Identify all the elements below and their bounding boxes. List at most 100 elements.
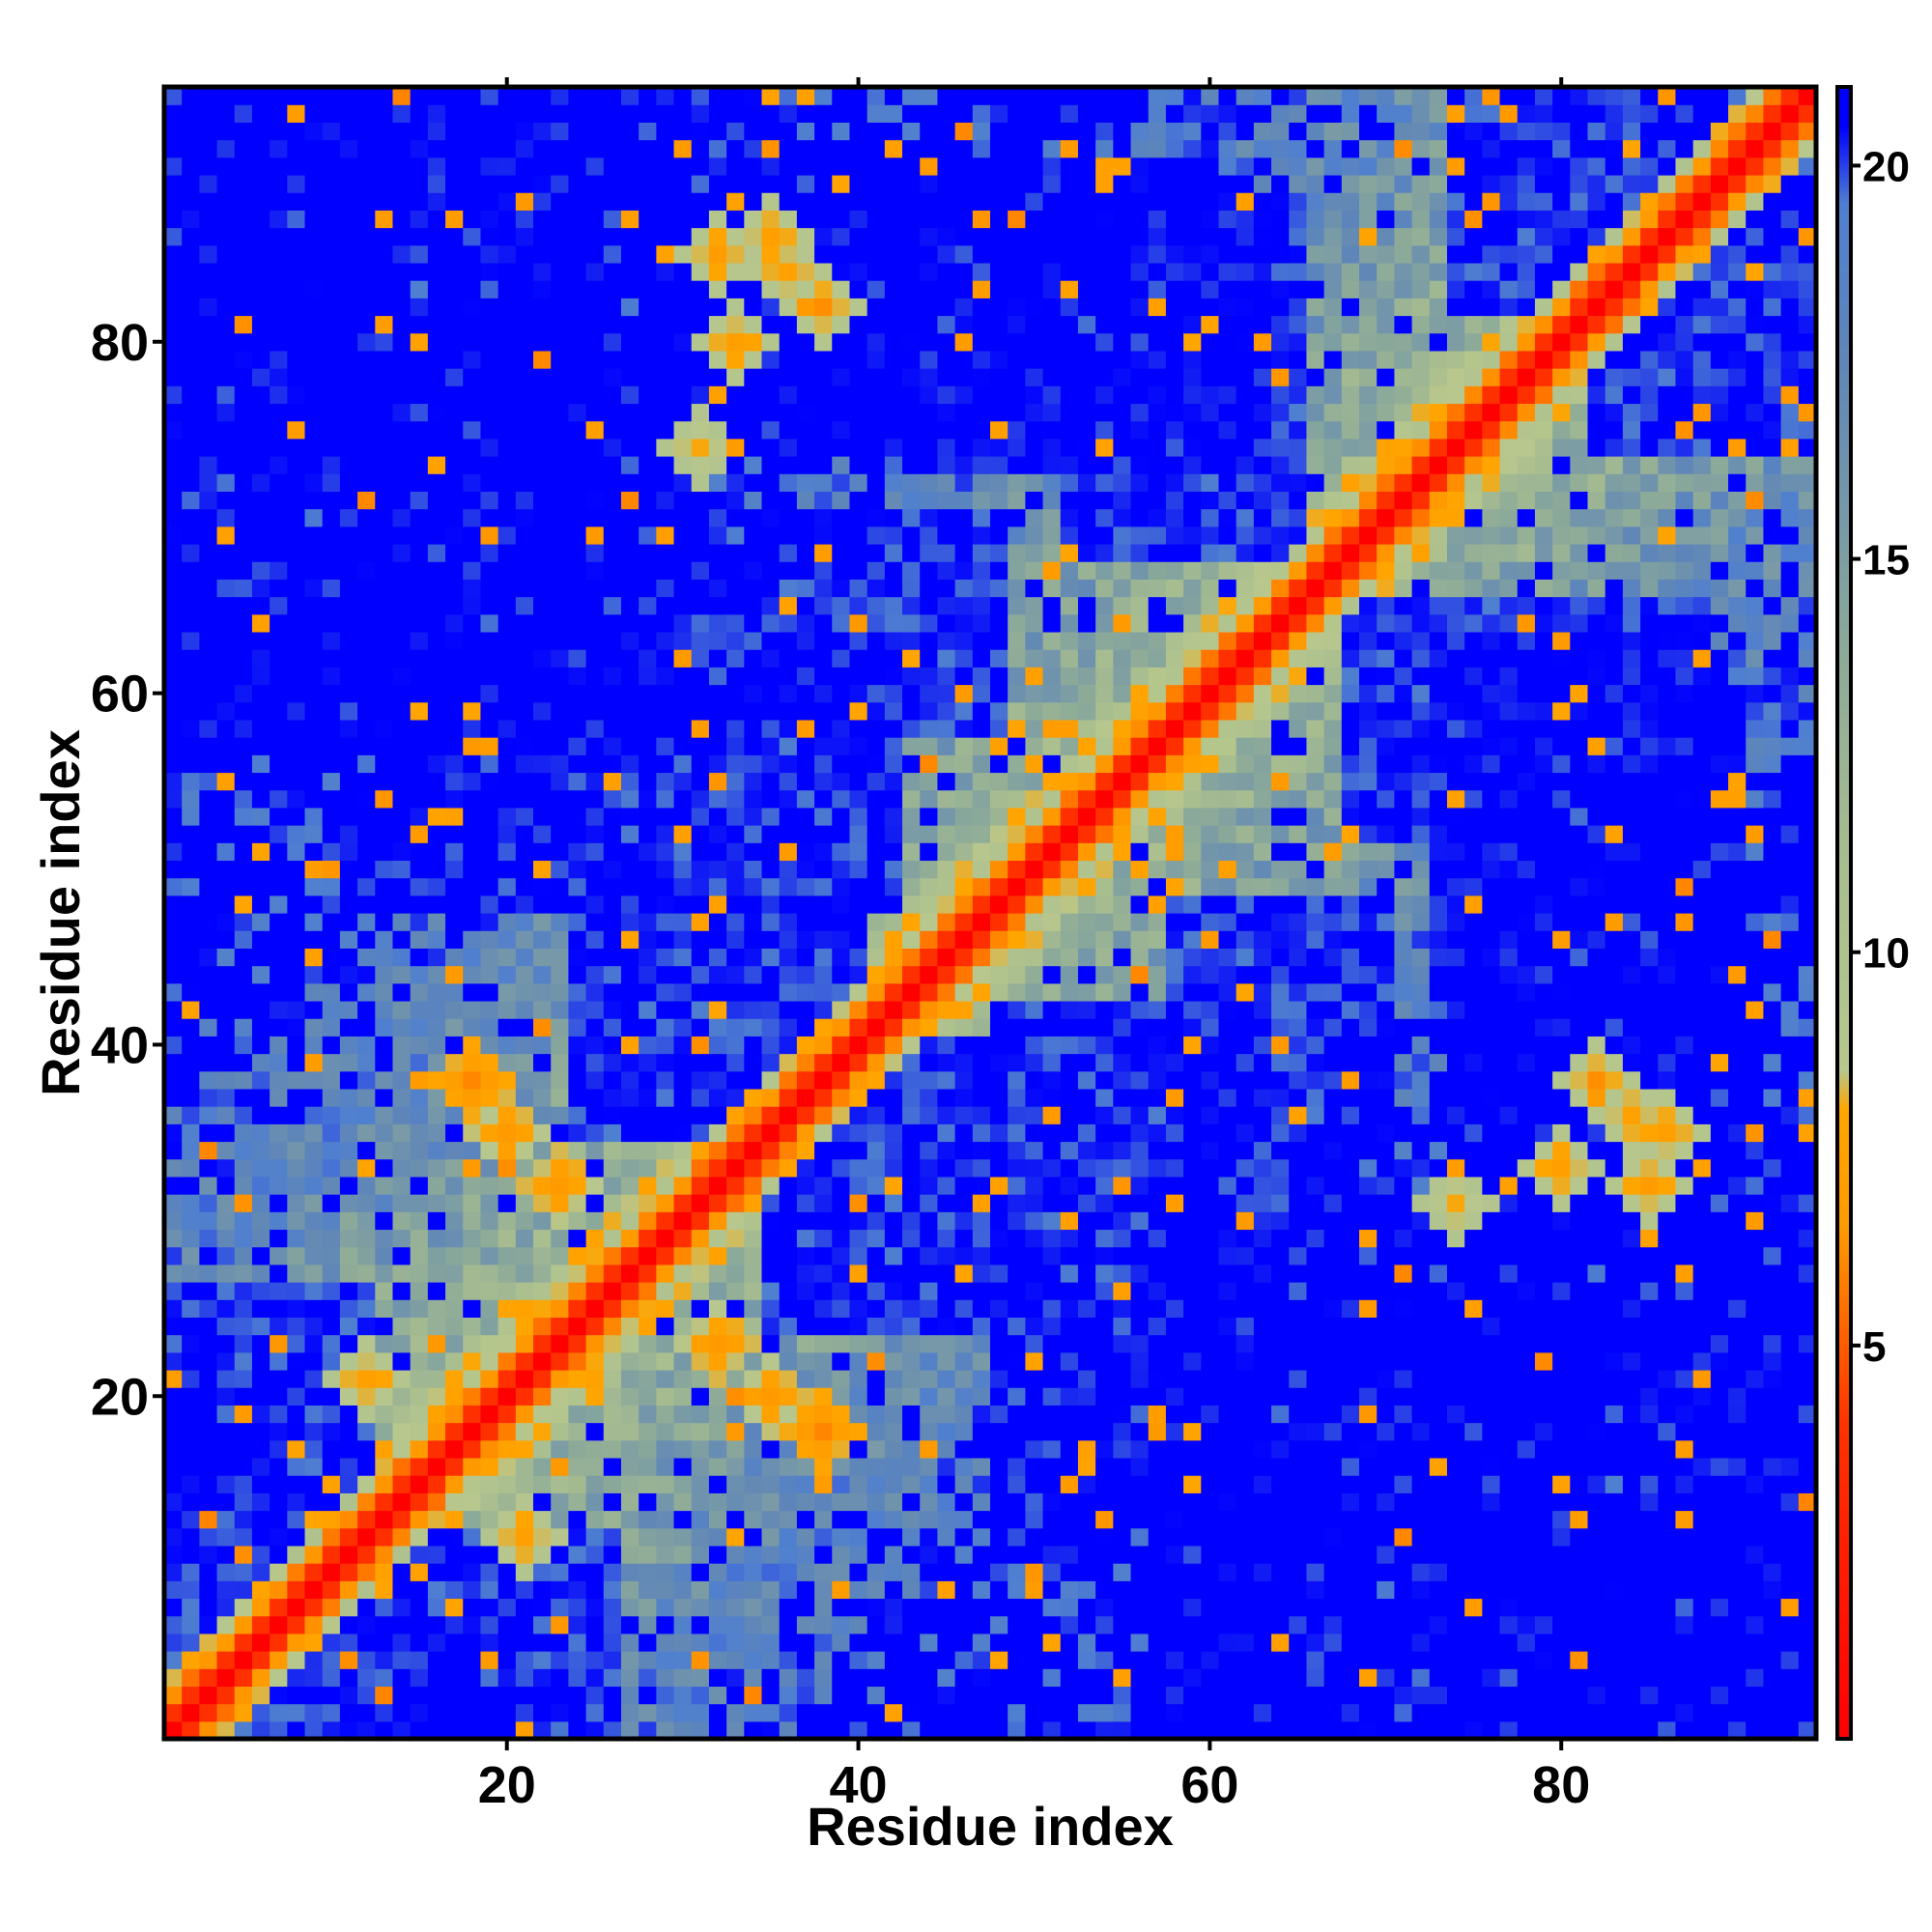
heatmap-cell bbox=[533, 1246, 552, 1265]
heatmap-cell bbox=[182, 684, 200, 703]
heatmap-cell bbox=[497, 1264, 517, 1283]
heatmap-cell bbox=[1025, 613, 1044, 633]
heatmap-cell bbox=[639, 982, 657, 1002]
heatmap-cell bbox=[620, 1264, 639, 1283]
heatmap-cell bbox=[656, 1176, 675, 1195]
heatmap-cell bbox=[427, 1475, 446, 1493]
heatmap-cell bbox=[463, 526, 482, 545]
heatmap-cell bbox=[251, 1580, 270, 1600]
heatmap-cell bbox=[1008, 1334, 1026, 1353]
heatmap-cell bbox=[304, 403, 324, 422]
heatmap-cell bbox=[463, 543, 482, 562]
heatmap-cell bbox=[691, 543, 710, 562]
heatmap-cell bbox=[357, 1387, 376, 1406]
heatmap-cell bbox=[445, 1106, 464, 1124]
heatmap-cell bbox=[761, 613, 781, 633]
heatmap-cell bbox=[761, 1703, 781, 1722]
heatmap-cell bbox=[691, 842, 710, 862]
heatmap-cell bbox=[497, 631, 517, 650]
heatmap-cell bbox=[920, 825, 939, 843]
heatmap-cell bbox=[1060, 1282, 1079, 1300]
heatmap-cell bbox=[551, 368, 569, 386]
heatmap-cell bbox=[1008, 1527, 1026, 1547]
heatmap-cell bbox=[744, 1229, 763, 1248]
heatmap-cell bbox=[814, 719, 833, 738]
heatmap-cell bbox=[972, 1633, 991, 1652]
heatmap-cell bbox=[656, 508, 675, 527]
heatmap-cell bbox=[1077, 244, 1096, 264]
heatmap-cell bbox=[445, 1123, 464, 1143]
heatmap-cell bbox=[216, 561, 236, 580]
heatmap-cell bbox=[375, 1405, 394, 1424]
heatmap-cell bbox=[920, 1369, 939, 1388]
heatmap-cell bbox=[234, 1598, 253, 1617]
heatmap-cell bbox=[497, 649, 517, 668]
heatmap-cell bbox=[357, 1194, 376, 1212]
heatmap-cell bbox=[480, 1282, 499, 1300]
heatmap-cell bbox=[1060, 1527, 1079, 1547]
heatmap-cell bbox=[216, 1580, 236, 1600]
heatmap-cell bbox=[867, 1211, 886, 1231]
heatmap-cell bbox=[164, 772, 183, 791]
heatmap-cell bbox=[1060, 1492, 1079, 1512]
heatmap-cell bbox=[304, 456, 324, 474]
heatmap-cell bbox=[304, 965, 324, 984]
heatmap-cell bbox=[164, 1527, 183, 1547]
heatmap-cell bbox=[392, 122, 412, 141]
heatmap-cell bbox=[814, 667, 833, 686]
heatmap-cell bbox=[972, 1106, 991, 1124]
heatmap-cell bbox=[1025, 1351, 1044, 1371]
heatmap-cell bbox=[392, 1405, 412, 1424]
heatmap-cell bbox=[410, 1211, 429, 1231]
heatmap-cell bbox=[620, 754, 639, 774]
heatmap-cell bbox=[427, 1563, 446, 1581]
heatmap-cell bbox=[270, 754, 288, 774]
heatmap-cell bbox=[1060, 1141, 1079, 1160]
heatmap-cell bbox=[691, 1439, 710, 1459]
heatmap-cell bbox=[287, 1299, 306, 1318]
heatmap-cell bbox=[849, 298, 868, 317]
heatmap-cell bbox=[726, 1545, 745, 1564]
heatmap-cell bbox=[867, 1510, 886, 1529]
heatmap-cell bbox=[463, 298, 482, 317]
heatmap-cell bbox=[1077, 1598, 1096, 1617]
heatmap-cell bbox=[533, 965, 552, 984]
heatmap-cell bbox=[251, 368, 270, 386]
heatmap-cell bbox=[410, 667, 429, 686]
heatmap-cell bbox=[761, 280, 781, 298]
heatmap-cell bbox=[251, 456, 270, 474]
heatmap-cell bbox=[761, 1615, 781, 1634]
heatmap-cell bbox=[410, 192, 429, 211]
heatmap-cell bbox=[726, 385, 745, 405]
heatmap-cell bbox=[339, 982, 358, 1002]
heatmap-cell bbox=[779, 754, 798, 774]
heatmap-cell bbox=[603, 350, 622, 369]
heatmap-cell bbox=[1060, 1036, 1079, 1055]
heatmap-cell bbox=[937, 596, 956, 615]
heatmap-cell bbox=[339, 825, 358, 843]
heatmap-cell bbox=[322, 491, 341, 510]
heatmap-cell bbox=[445, 948, 464, 967]
heatmap-cell bbox=[884, 877, 903, 896]
heatmap-cell bbox=[620, 613, 639, 633]
heatmap-cell bbox=[322, 192, 341, 211]
heatmap-cell bbox=[761, 1563, 781, 1581]
heatmap-cell bbox=[691, 1703, 710, 1722]
heatmap-cell bbox=[620, 262, 639, 281]
heatmap-cell bbox=[656, 631, 675, 650]
heatmap-cell bbox=[304, 982, 324, 1002]
heatmap-cell bbox=[867, 1580, 886, 1600]
heatmap-cell bbox=[1025, 860, 1044, 879]
heatmap-cell bbox=[902, 1211, 921, 1231]
heatmap-cell bbox=[304, 877, 324, 896]
heatmap-cell bbox=[656, 262, 675, 281]
heatmap-cell bbox=[656, 1633, 675, 1652]
heatmap-cell bbox=[375, 1580, 394, 1600]
heatmap-cell bbox=[585, 104, 605, 123]
heatmap-cell bbox=[779, 596, 798, 615]
heatmap-cell bbox=[832, 579, 851, 598]
heatmap-cell bbox=[920, 368, 939, 386]
heatmap-cell bbox=[796, 1668, 815, 1688]
heatmap-cell bbox=[234, 701, 253, 721]
heatmap-cell bbox=[867, 1088, 886, 1107]
